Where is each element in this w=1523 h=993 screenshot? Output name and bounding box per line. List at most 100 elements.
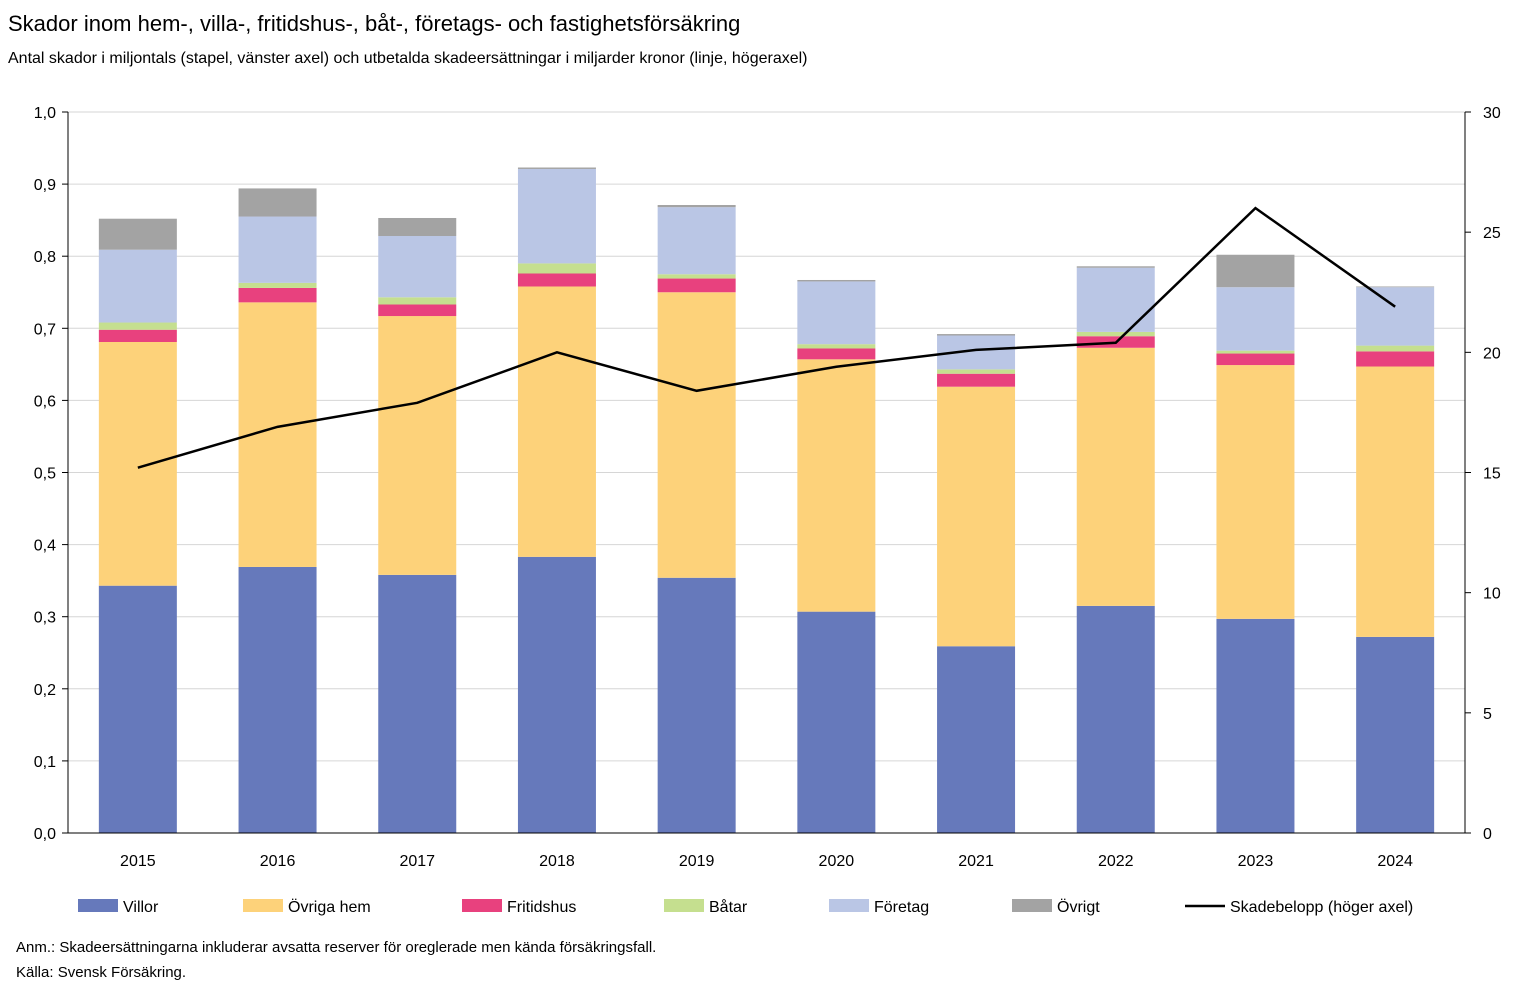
y-right-tick-label: 25 <box>1483 225 1501 242</box>
bar-segment <box>797 281 876 345</box>
legend-label: Båtar <box>709 898 748 916</box>
x-tick-label: 2020 <box>819 853 855 870</box>
bar-segment <box>1216 353 1295 366</box>
bar-segment <box>1356 636 1435 833</box>
bar-segment <box>238 188 317 217</box>
legend-label: Fritidshus <box>507 899 576 916</box>
bar-segment <box>378 236 457 298</box>
y-right-tick-label: 20 <box>1483 345 1501 362</box>
x-tick-label: 2024 <box>1377 853 1413 870</box>
bar-segment <box>517 286 596 557</box>
bar-segment <box>1216 350 1295 354</box>
bar-segment <box>238 216 317 283</box>
bar-segment <box>517 556 596 833</box>
bar-segment <box>1216 254 1295 288</box>
y-right-tick-label: 15 <box>1483 466 1501 483</box>
y-left-tick-label: 0,2 <box>34 682 56 699</box>
bar-segment <box>1356 345 1435 352</box>
bar-segment <box>98 249 177 323</box>
bar-segment <box>1216 287 1295 351</box>
bar-segment <box>937 373 1016 387</box>
axes <box>62 111 1471 834</box>
bar-segment <box>657 274 736 279</box>
legend-label: Företag <box>874 899 929 916</box>
y-left-tick-label: 0,3 <box>34 610 56 627</box>
bar-segment <box>98 329 177 342</box>
bar-segment <box>797 611 876 833</box>
bar-segment <box>378 217 457 237</box>
bar-segment <box>378 574 457 833</box>
legend-swatch <box>78 899 118 912</box>
bar-segment <box>937 369 1016 374</box>
bar-segment <box>797 348 876 360</box>
legend-swatch <box>1012 899 1052 912</box>
legend-label: Villor <box>123 899 159 916</box>
legend-swatch <box>829 899 869 912</box>
bar-segment <box>797 344 876 349</box>
bar-segment <box>1076 266 1155 268</box>
bar-segment <box>98 218 177 250</box>
y-left-tick-label: 0,4 <box>34 538 56 555</box>
x-tick-label: 2019 <box>679 853 715 870</box>
bar-segment <box>517 167 596 169</box>
bar-segment <box>517 273 596 287</box>
legend-label: Övrigt <box>1057 898 1100 916</box>
x-tick-label: 2016 <box>260 853 296 870</box>
line-series <box>137 206 1396 469</box>
y-right-tick-label: 0 <box>1483 826 1492 843</box>
bar-segment <box>238 566 317 833</box>
y-left-tick-label: 0,0 <box>34 826 56 843</box>
chart-subtitle: Antal skador i miljontals (stapel, vänst… <box>8 50 808 67</box>
source: Källa: Svensk Försäkring. <box>16 964 186 981</box>
legend-swatch <box>462 899 502 912</box>
x-tick-label: 2015 <box>120 853 156 870</box>
bar-segment <box>797 279 876 282</box>
bar-segment <box>98 341 177 586</box>
bar-segment <box>1216 365 1295 619</box>
bar-segment <box>657 278 736 293</box>
bar-segment <box>1356 366 1435 637</box>
bar-segment <box>657 292 736 578</box>
bar-segment <box>937 334 1016 336</box>
y-left-tick-label: 0,7 <box>34 321 56 338</box>
y-left-tick-label: 0,1 <box>34 754 56 771</box>
x-tick-label: 2017 <box>399 853 435 870</box>
bars <box>98 167 1435 833</box>
y-right-tick-label: 10 <box>1483 586 1501 603</box>
y-left-tick-label: 0,8 <box>34 249 56 266</box>
bar-segment <box>1076 331 1155 337</box>
x-tick-label: 2021 <box>958 853 994 870</box>
bar-segment <box>378 297 457 305</box>
line-skadebelopp <box>137 206 1396 469</box>
y-left-tick-label: 0,6 <box>34 393 56 410</box>
bar-segment <box>1076 605 1155 833</box>
x-tick-label: 2018 <box>539 853 575 870</box>
y-right-tick-label: 30 <box>1483 105 1501 122</box>
bar-segment <box>1356 287 1435 346</box>
bar-segment <box>1076 347 1155 606</box>
bar-segment <box>937 386 1016 647</box>
bar-segment <box>378 316 457 575</box>
bar-segment <box>1356 286 1435 288</box>
bar-segment <box>1356 351 1435 367</box>
chart-title: Skador inom hem-, villa-, fritidshus-, b… <box>8 11 740 36</box>
bar-segment <box>657 207 736 275</box>
bar-segment <box>937 646 1016 833</box>
legend: Villor Övriga hem Fritidshus Båtar Företag Öv… <box>78 898 1413 916</box>
y-left-tick-label: 0,9 <box>34 177 56 194</box>
bar-segment <box>1076 267 1155 332</box>
bar-segment <box>98 585 177 833</box>
bar-segment <box>1216 618 1295 833</box>
tick-labels: 0,0 0,1 0,2 0,3 0,4 0,5 0,6 0,7 0,8 0,9 1,0 0 5 10 15 2… <box>34 105 1501 870</box>
bar-segment <box>657 577 736 833</box>
legend-label: Övriga hem <box>288 898 371 916</box>
legend-swatch <box>243 899 283 912</box>
bar-segment <box>238 287 317 303</box>
x-tick-label: 2022 <box>1098 853 1134 870</box>
bar-segment <box>98 322 177 330</box>
bar-segment <box>238 282 317 288</box>
footnote: Anm.: Skadeersättningarna inkluderar avs… <box>16 939 656 956</box>
legend-label: Skadebelopp (höger axel) <box>1230 899 1413 916</box>
y-left-tick-label: 0,5 <box>34 466 56 483</box>
bar-segment <box>517 168 596 264</box>
